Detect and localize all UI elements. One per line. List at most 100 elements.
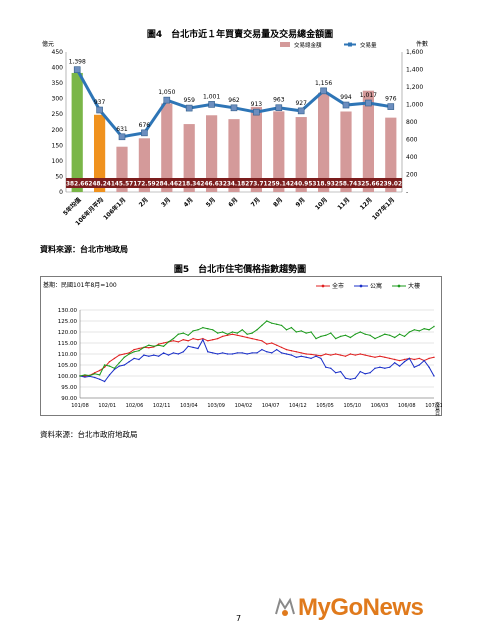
series-point (408, 331, 411, 333)
volume-label: 631 (116, 126, 128, 133)
series-point (241, 335, 243, 338)
mygonews-logo: MyGoNews (298, 594, 424, 621)
series-point (98, 374, 101, 376)
series-point (285, 353, 288, 355)
series-point (221, 352, 224, 354)
series-point (157, 355, 160, 357)
series-point (320, 335, 322, 338)
series-point (275, 323, 278, 325)
series-point (379, 355, 381, 357)
volume-point (297, 107, 305, 115)
series-point (280, 324, 283, 327)
series-point (369, 334, 371, 336)
series-point (187, 340, 189, 342)
figure4-source: 資料來源：台北市地政局 (40, 245, 128, 254)
right-tick-label: 400 (406, 154, 418, 161)
series-point (123, 364, 125, 366)
series-point (118, 354, 121, 356)
right-tick-label: 1,200 (406, 84, 423, 91)
category-label: 8月 (271, 196, 284, 209)
series-point (285, 329, 288, 331)
series-point (236, 352, 239, 354)
x-tick-label: 102/01 (98, 403, 116, 409)
series-point (187, 334, 189, 336)
series-point (221, 331, 224, 333)
series-point (295, 351, 298, 353)
series-point (246, 353, 248, 355)
bar-value-label: 246.63 (200, 182, 222, 188)
series-point (118, 362, 121, 364)
series-point (128, 353, 130, 355)
series-point (295, 356, 298, 358)
y-tick-label: 95.00 (61, 385, 77, 391)
y-tick-label: 100.00 (58, 374, 78, 380)
series-point (108, 374, 111, 376)
figure5-frame (40, 276, 442, 416)
series-point (221, 335, 224, 338)
series-point (330, 367, 332, 369)
legend-bar-swatch (280, 42, 290, 47)
series-point (197, 329, 199, 331)
series-point (148, 347, 150, 349)
series-point (374, 356, 376, 358)
left-tick-label: 0 (59, 189, 63, 196)
series-point (251, 337, 253, 340)
series-point (384, 356, 386, 358)
x-tick-label: 104/12 (289, 403, 307, 409)
mygonews-logo-icon (275, 597, 295, 616)
series-point (349, 353, 352, 355)
series-point (300, 355, 302, 357)
figure5-source: 資料來源：台北市政府地政局 (40, 430, 138, 439)
y-tick-label: 105.00 (58, 363, 78, 369)
right-tick-label: 800 (406, 119, 418, 126)
series-point (138, 350, 140, 352)
page-number: 7 (236, 614, 242, 623)
volume-label: 676 (139, 122, 151, 129)
series-point (79, 375, 81, 377)
volume-point (253, 108, 260, 116)
x-tick-label: 106/08 (398, 403, 416, 409)
series-point (207, 328, 209, 330)
series-point (212, 329, 214, 331)
series-point (433, 375, 435, 377)
series-point (128, 361, 130, 363)
volume-point (163, 96, 171, 104)
series-point (374, 337, 376, 340)
left-tick-label: 400 (52, 65, 64, 72)
series-point (231, 333, 234, 335)
series-point (98, 378, 101, 380)
series-point (153, 354, 155, 356)
x-tick-label: 105/10 (344, 403, 362, 409)
series-point (133, 357, 135, 360)
series-point (157, 344, 160, 346)
x-tick-label: 102/11 (153, 403, 171, 409)
bar-value-label: 284.46 (156, 182, 178, 188)
series-point (369, 355, 371, 357)
category-label: 106年1月 (101, 196, 127, 222)
category-label: 6月 (227, 196, 240, 209)
left-tick-label: 200 (52, 127, 64, 134)
volume-point (208, 101, 215, 108)
bar-value-label: 239.02 (380, 182, 402, 188)
volume-label: 1,398 (69, 59, 86, 66)
series-point (202, 337, 204, 340)
figure5-base-note: 基期：民國101年8月=100 (43, 281, 117, 289)
series-point (94, 372, 96, 374)
series-point (408, 357, 411, 360)
series-point (128, 352, 130, 354)
category-label: 7月 (249, 196, 262, 209)
series-point (138, 358, 140, 361)
series-point (275, 348, 278, 351)
series-point (379, 335, 381, 338)
series-point (108, 365, 111, 367)
series-point (84, 376, 86, 378)
series-point (403, 361, 406, 363)
y-tick-label: 115.00 (58, 341, 78, 347)
series-point (172, 340, 175, 342)
series-point (403, 335, 406, 338)
series-point (182, 351, 184, 353)
series-point (192, 330, 194, 332)
series-point (339, 335, 342, 338)
bar-value-label: 240.95 (290, 182, 312, 188)
series-point (84, 375, 86, 377)
